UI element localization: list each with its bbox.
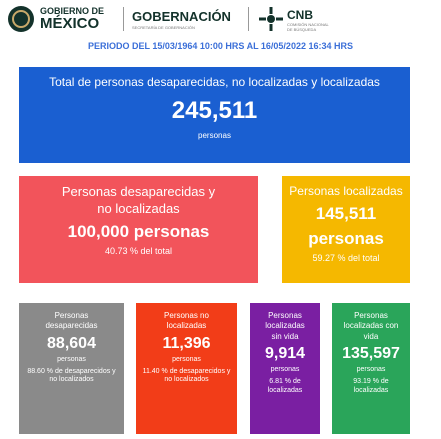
card-note: 6.81 % de localizadas: [267, 377, 303, 394]
stat-card: Total de personas desaparecidas, no loca…: [19, 67, 410, 163]
card-title: Personas localizadas: [289, 184, 403, 198]
card-value: 135,597: [342, 345, 400, 363]
agency-sub: COMISIÓN NACIONAL DE BÚSQUEDA: [287, 22, 329, 32]
stat-card: Personas localizadas con vida 135,597 pers…: [332, 303, 410, 434]
card-note: 93.19 % de localizadas: [353, 377, 389, 394]
card-unit: personas: [172, 355, 201, 363]
card-note: 59.27 % del total: [312, 252, 380, 263]
ministry-sub: SECRETARÍA DE GOBERNACIÓN: [132, 25, 195, 30]
stat-card: Personas no localizadas 11,396 personas 11.…: [136, 303, 237, 434]
gov-line2: MÉXICO: [40, 15, 100, 32]
header: GOBIERNO DE MÉXICO GOBERNACIÓN SECRETARÍ…: [0, 0, 441, 36]
ministry: GOBERNACIÓN: [132, 9, 231, 24]
card-title: Personas desaparecidas: [45, 311, 98, 331]
card-unit: personas: [308, 228, 384, 248]
gov-line1: GOBIERNO DE: [40, 6, 105, 16]
card-unit: personas: [356, 366, 386, 374]
period: PERIODO DEL 15/03/1964 10:00 HRS AL 16/0…: [88, 41, 353, 51]
stat-card: Personas desaparecidas y no localizadas 1…: [19, 176, 258, 283]
cnb-icon: [259, 7, 283, 31]
card-title: Personas desaparecidas y no localizadas: [61, 184, 216, 216]
card-value: 11,396: [162, 334, 211, 352]
stat-card: Personas desaparecidas 88,604 personas 88.6…: [19, 303, 124, 434]
card-value: 145,511: [315, 203, 377, 223]
card-title: Personas localizadas con vida: [343, 311, 399, 341]
card-unit: personas: [198, 130, 231, 140]
divider: [248, 7, 249, 31]
card-value: 100,000 personas: [67, 221, 210, 241]
card-value: 88,604: [47, 334, 96, 352]
card-value: 9,914: [264, 345, 306, 363]
card-note: 11.40 % de desaparecidos y no localizado…: [142, 367, 231, 384]
card-value: 245,511: [171, 96, 258, 124]
card-unit: personas: [57, 355, 86, 363]
divider: [123, 7, 124, 31]
card-title: Total de personas desaparecidas, no loca…: [49, 75, 380, 89]
stat-card: Personas localizadas 145,511 personas 59.27…: [282, 176, 410, 283]
agency: CNB: [287, 8, 313, 22]
card-title: Personas no localizadas: [164, 311, 209, 331]
shield-icon: [8, 6, 34, 32]
card-note: 88.60 % de desaparecidos y no localizado…: [27, 367, 116, 384]
card-title: Personas localizadas sin vida: [265, 311, 305, 341]
card-unit: personas: [270, 366, 300, 374]
stat-card: Personas localizadas sin vida 9,914 person…: [250, 303, 320, 434]
card-note: 40.73 % del total: [104, 245, 173, 256]
